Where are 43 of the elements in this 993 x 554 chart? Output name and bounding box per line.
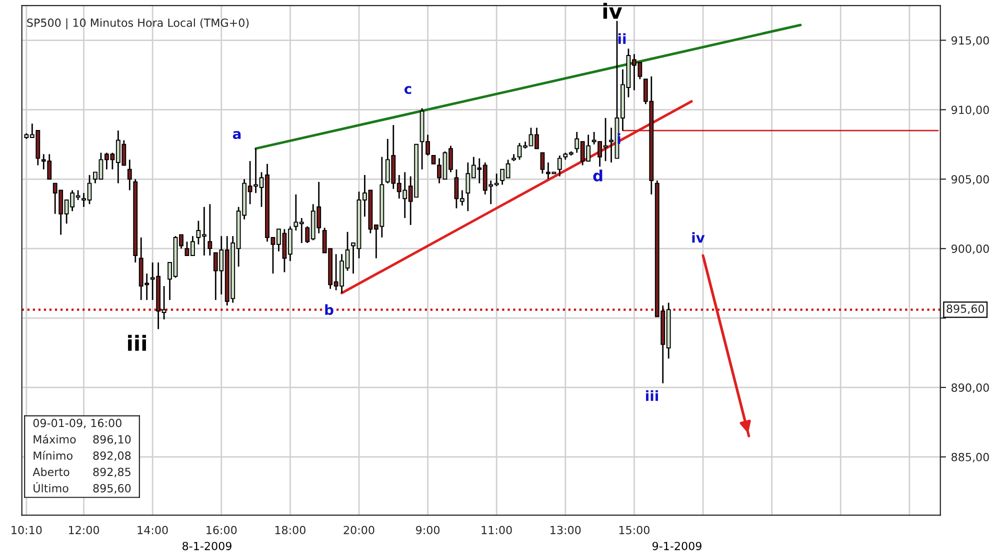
annotation: i bbox=[618, 133, 620, 144]
annotation: ii bbox=[618, 33, 626, 44]
y-tick-label: 910,00 bbox=[951, 106, 989, 116]
text: SP500 | 10 Minutos Hora Local (TMG+0) bbox=[27, 18, 249, 30]
annotation: iii bbox=[646, 390, 658, 401]
annotation: iv bbox=[603, 2, 622, 19]
y-tick-label: 900,00 bbox=[951, 244, 989, 254]
x-tick-label: 12:00 bbox=[68, 526, 100, 534]
annotation: 895,60 bbox=[93, 484, 131, 494]
annotation: Mínimo bbox=[34, 450, 72, 460]
annotation: b bbox=[325, 304, 334, 316]
candlestick bbox=[540, 152, 545, 174]
annotation: Máximo bbox=[34, 434, 76, 444]
x-tick-label: 16:00 bbox=[206, 526, 237, 534]
x-tick-label: 11:00 bbox=[482, 526, 512, 534]
text: 8-1-2009 bbox=[182, 542, 232, 550]
x-tick-label: 14:00 bbox=[138, 526, 168, 534]
x-tick-label: 10:10 bbox=[12, 526, 42, 534]
annotation: 09-01-09, 16:00 bbox=[33, 418, 122, 428]
x-tick-label: 15:00 bbox=[619, 526, 650, 534]
candlestick bbox=[557, 154, 562, 178]
annotation: 892,08 bbox=[93, 451, 131, 461]
annotation: 896,10 bbox=[93, 435, 131, 445]
annotation: a bbox=[232, 131, 241, 140]
y-tick-label: 890,00 bbox=[952, 383, 989, 393]
ref-line-label: 895,60 bbox=[946, 304, 984, 314]
annotation: c bbox=[404, 86, 412, 94]
y-tick-label: 905,00 bbox=[951, 175, 989, 185]
x-tick-label: 18:00 bbox=[275, 526, 306, 534]
annotation: Aberto bbox=[32, 468, 70, 476]
y-tick-label: 915,00 bbox=[951, 36, 989, 46]
x-tick-label: 9:00 bbox=[416, 526, 440, 534]
y-tick-label: 885,00 bbox=[952, 452, 989, 462]
candlestick bbox=[208, 203, 212, 256]
annotation: 892,85 bbox=[93, 468, 130, 478]
annotation: iv bbox=[692, 232, 705, 243]
annotation: d bbox=[593, 170, 602, 182]
candlestick bbox=[127, 159, 132, 191]
annotation: Último bbox=[34, 482, 68, 492]
annotation: iii bbox=[128, 334, 146, 351]
x-tick-label: 13:00 bbox=[550, 526, 581, 534]
x-tick-label: 20:00 bbox=[344, 526, 374, 534]
text: 9-1-2009 bbox=[652, 542, 702, 550]
